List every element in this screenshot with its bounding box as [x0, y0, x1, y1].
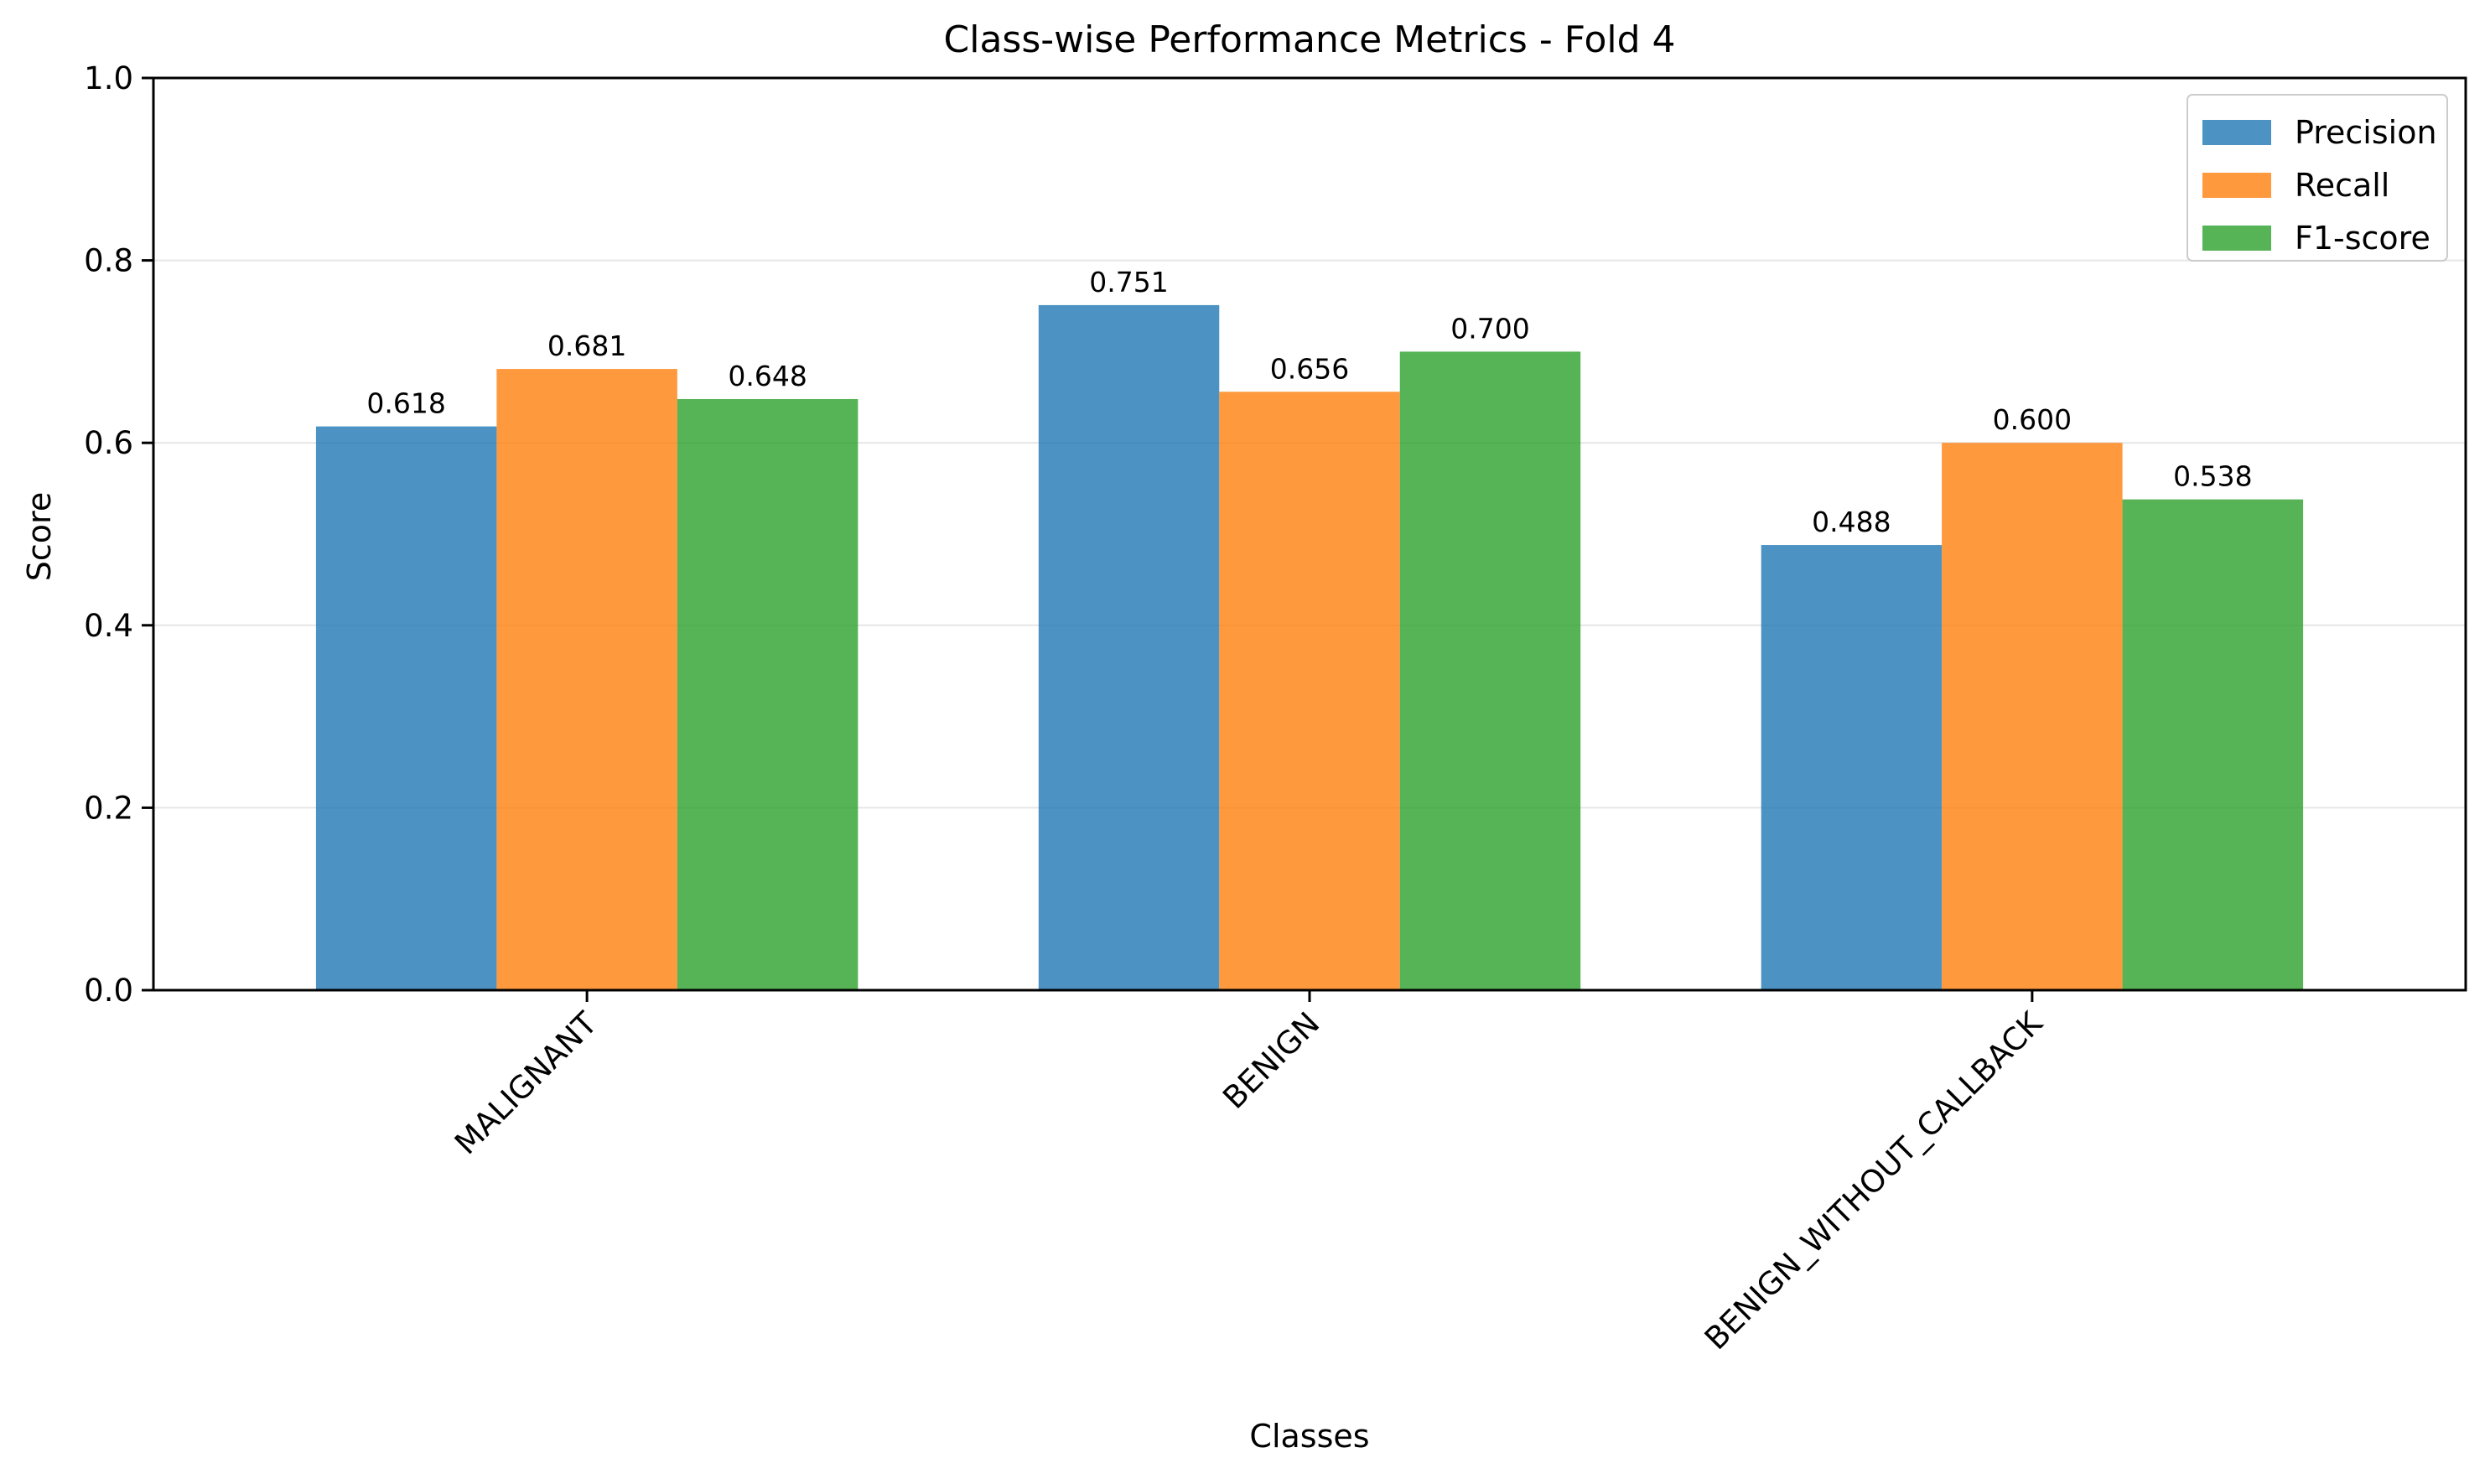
bar-f1-score — [1399, 351, 1581, 990]
data-labels-layer: 0.618 0.681 0.648 0.751 0.656 0.700 0.488 0.600… — [366, 266, 2252, 538]
y-tick-label: 0.8 — [84, 243, 133, 279]
y-tick-label: 0.4 — [84, 608, 133, 644]
data-label: 0.751 — [1089, 266, 1168, 298]
y-axis: 0.0 0.2 0.4 0.6 0.8 1.0 — [84, 60, 153, 1009]
x-tick-label: BENIGN_WITHOUT_CALLBACK — [1698, 1004, 2051, 1357]
legend-label: F1-score — [2295, 220, 2430, 257]
legend-swatch — [2202, 173, 2271, 198]
bar-f1-score — [2122, 499, 2304, 990]
data-label: 0.618 — [366, 387, 445, 420]
bar-f1-score — [677, 398, 859, 990]
legend-swatch — [2202, 226, 2271, 251]
data-label: 0.600 — [1993, 403, 2072, 436]
x-tick-label: BENIGN — [1216, 1005, 1326, 1116]
y-tick-label: 0.2 — [84, 790, 133, 826]
bar-precision — [1038, 304, 1220, 990]
x-axis: MALIGNANT BENIGN BENIGN_WITHOUT_CALLBACK — [448, 990, 2050, 1357]
data-label: 0.681 — [547, 329, 626, 362]
bar-recall — [496, 369, 677, 990]
legend-label: Recall — [2295, 167, 2389, 204]
data-label: 0.648 — [728, 360, 807, 392]
data-label: 0.488 — [1812, 506, 1891, 538]
y-axis-label: Score — [21, 492, 58, 581]
bar-recall — [1942, 443, 2123, 990]
legend-swatch — [2202, 120, 2271, 145]
bar-precision — [315, 426, 497, 991]
data-label: 0.538 — [2173, 460, 2252, 493]
bars-layer — [315, 304, 2304, 991]
legend: Precision Recall F1-score — [2187, 94, 2448, 262]
data-label: 0.700 — [1450, 312, 1529, 345]
bar-recall — [1219, 392, 1400, 991]
x-tick-label: MALIGNANT — [448, 1005, 604, 1162]
bar-precision — [1761, 545, 1943, 990]
data-label: 0.656 — [1270, 352, 1349, 385]
x-axis-label: Classes — [1249, 1418, 1369, 1455]
y-tick-label: 0.6 — [84, 425, 133, 461]
legend-label: Precision — [2295, 114, 2437, 151]
y-tick-label: 1.0 — [84, 60, 133, 96]
y-tick-label: 0.0 — [84, 973, 133, 1009]
chart-title: Class-wise Performance Metrics - Fold 4 — [944, 18, 1676, 61]
